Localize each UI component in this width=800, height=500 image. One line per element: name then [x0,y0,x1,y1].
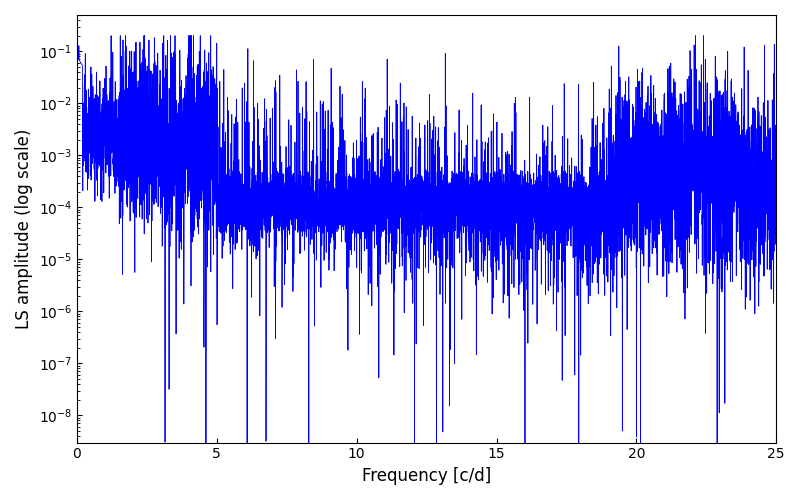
Y-axis label: LS amplitude (log scale): LS amplitude (log scale) [15,128,33,329]
X-axis label: Frequency [c/d]: Frequency [c/d] [362,467,491,485]
